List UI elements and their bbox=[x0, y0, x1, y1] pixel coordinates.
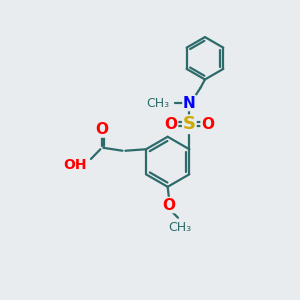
Text: N: N bbox=[183, 95, 196, 110]
Text: CH₃: CH₃ bbox=[146, 97, 170, 110]
Text: OH: OH bbox=[63, 158, 86, 172]
Text: O: O bbox=[165, 117, 178, 132]
Text: S: S bbox=[183, 115, 196, 133]
Text: CH₃: CH₃ bbox=[168, 221, 191, 234]
Text: O: O bbox=[163, 198, 176, 213]
Text: O: O bbox=[95, 122, 108, 137]
Text: O: O bbox=[201, 117, 214, 132]
